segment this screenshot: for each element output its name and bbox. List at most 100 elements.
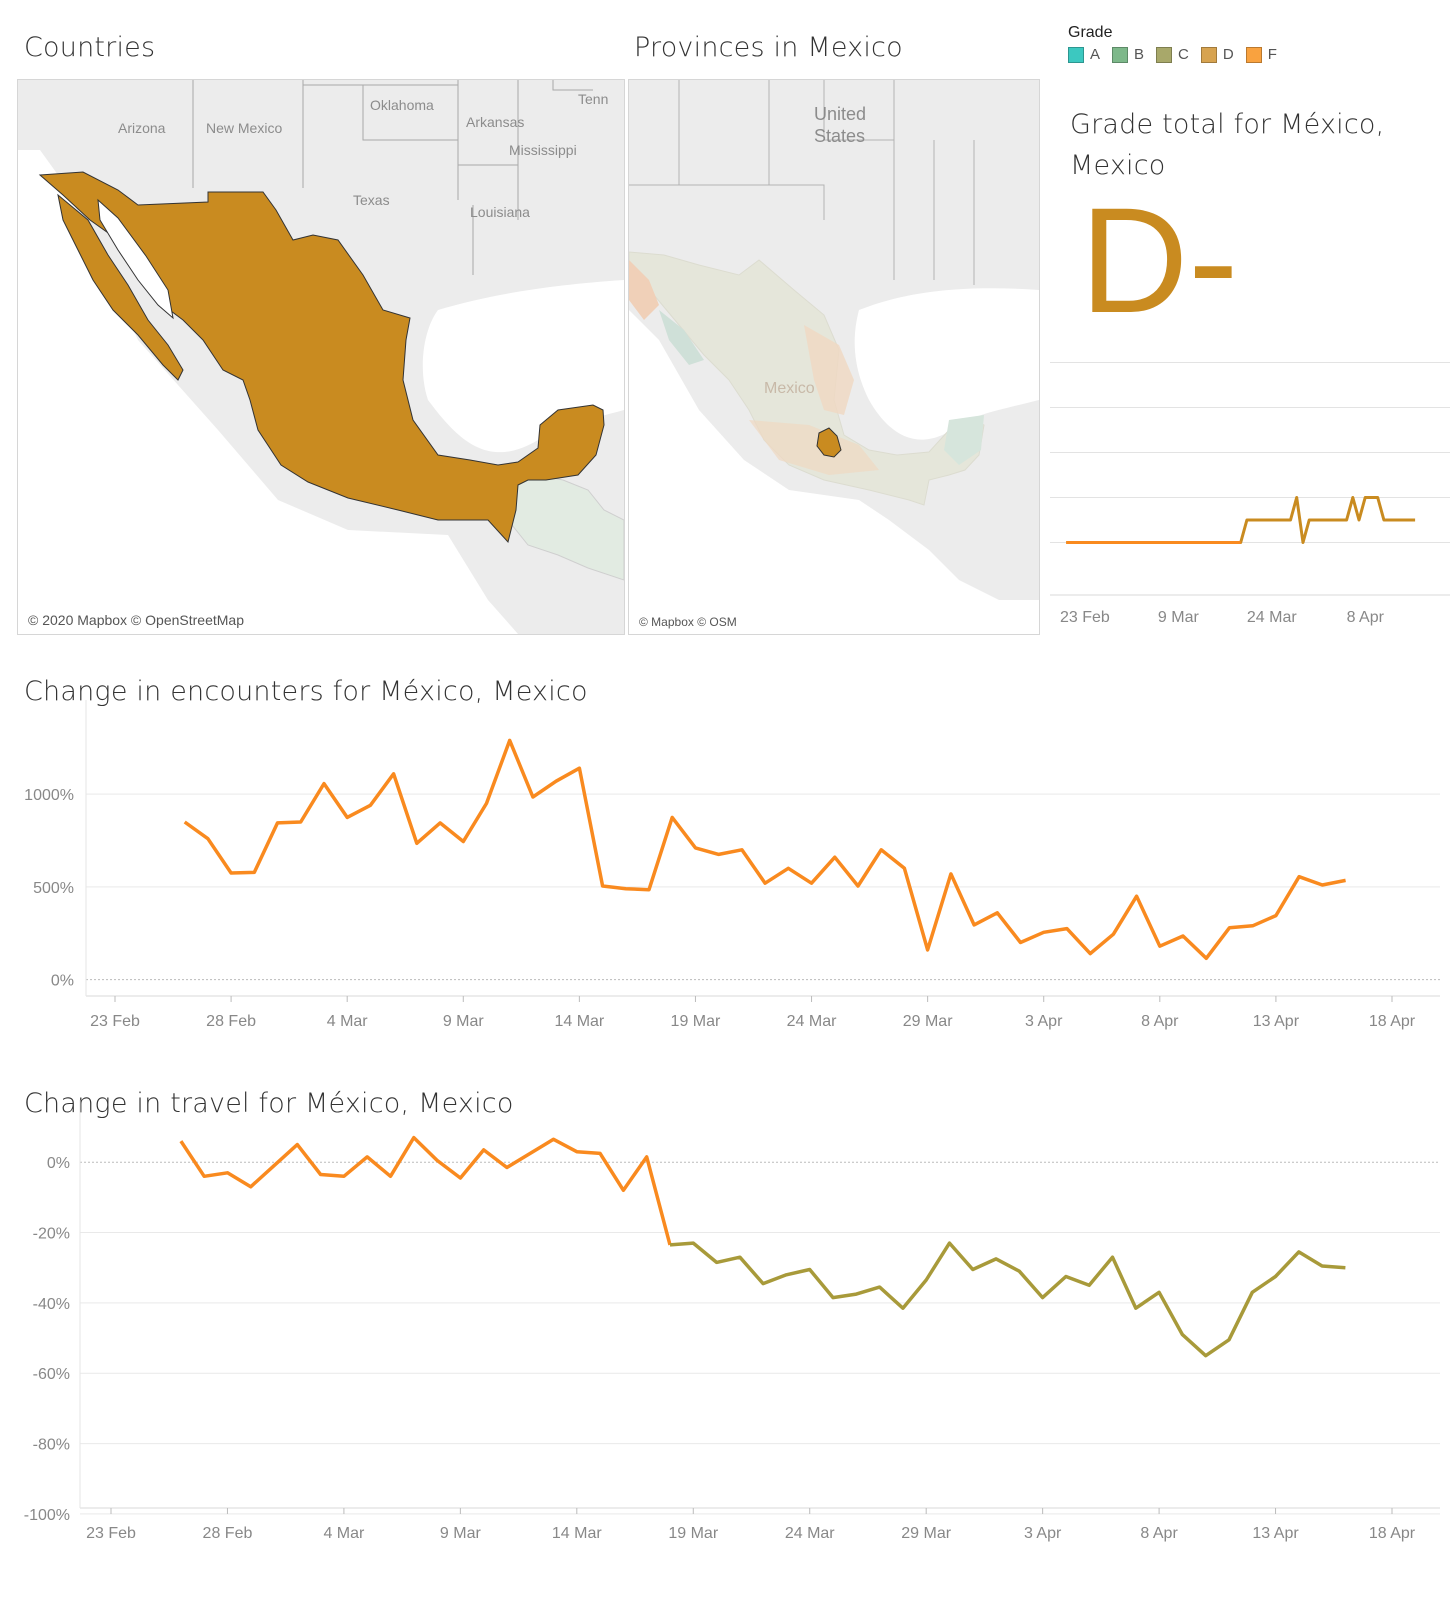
y-tick-label: -60% (33, 1366, 70, 1383)
map-label-states: States (814, 126, 865, 146)
encounters-chart[interactable]: 1000% 500% 0% 23 Feb 28 Feb 4 Mar 9 Mar 14 Mar 1… (0, 700, 1455, 1060)
mexico-country-shape[interactable] (38, 171, 605, 544)
map-label-louisiana: Louisiana (470, 204, 530, 220)
map-label-new-mexico: New Mexico (206, 120, 282, 136)
provinces-map[interactable]: United States Mexico © Mapbox © OSM (628, 79, 1040, 635)
x-tick-label: 23 Feb (90, 1013, 140, 1030)
grade-letter: D- (1080, 176, 1239, 344)
countries-map-canvas: Arizona New Mexico Oklahoma Arkansas Mis… (18, 80, 624, 634)
provinces-title: Provinces in Mexico (634, 32, 903, 63)
x-tick-label: 9 Mar (440, 1525, 482, 1542)
travel-series-line-f[interactable] (179, 1135, 672, 1246)
mexico-provinces-area (629, 251, 985, 506)
travel-title: Change in travel for México, Mexico (24, 1088, 514, 1119)
x-tick-label: 24 Mar (785, 1525, 835, 1542)
province-region-green (659, 310, 704, 365)
map-label-tenn: Tenn (578, 91, 608, 107)
pacific-water (629, 310, 1039, 634)
legend-label-f: F (1267, 46, 1277, 63)
travel-chart[interactable]: 0% -20% -40% -60% -80% -100% 23 Feb 28 Feb 4 Mar… (0, 1100, 1455, 1590)
legend-title: Grade (1068, 24, 1113, 41)
x-tick-label: 3 Apr (1024, 1525, 1062, 1542)
y-tick-label: -80% (33, 1437, 70, 1454)
y-tick-label: -100% (24, 1507, 70, 1524)
gulf-of-california (97, 198, 174, 320)
pacific-water (18, 150, 518, 634)
x-tick-label: 9 Mar (443, 1013, 485, 1030)
x-tick-label: 23 Feb (86, 1525, 136, 1542)
highlighted-province-mexico-state[interactable] (816, 427, 842, 458)
legend-label-c: C (1178, 46, 1189, 63)
grade-x-tick-label: 8 Apr (1347, 609, 1385, 626)
map-label-united: United (814, 104, 866, 124)
x-tick-label: 19 Mar (671, 1013, 721, 1030)
province-region-orange (804, 325, 854, 415)
x-tick-label: 13 Apr (1252, 1525, 1299, 1542)
gulf-water (854, 288, 1039, 440)
grade-trend-chart[interactable]: 23 Feb 9 Mar 24 Mar 8 Apr (1050, 330, 1450, 650)
x-tick-label: 14 Mar (554, 1013, 604, 1030)
legend-swatch-a (1068, 46, 1084, 63)
grade-series-line[interactable] (1066, 496, 1416, 544)
x-tick-label: 29 Mar (901, 1525, 951, 1542)
map-label-texas: Texas (353, 192, 390, 208)
y-tick-label: 0% (51, 973, 74, 990)
map-label-mexico: Mexico (764, 380, 815, 397)
y-tick-label: -20% (33, 1226, 70, 1243)
countries-map-credit: © 2020 Mapbox © OpenStreetMap (28, 612, 244, 628)
travel-series-line-d[interactable] (669, 1241, 1346, 1358)
provinces-map-canvas: United States Mexico © Mapbox © OSM (629, 80, 1039, 634)
legend-item-f[interactable]: F (1245, 46, 1277, 63)
legend-item-a[interactable]: A (1068, 46, 1100, 63)
grade-x-tick-label: 23 Feb (1060, 609, 1110, 626)
map-label-arizona: Arizona (118, 120, 166, 136)
province-region-baja (629, 260, 659, 320)
x-tick-label: 28 Feb (206, 1013, 256, 1030)
legend-item-c[interactable]: C (1156, 46, 1189, 63)
province-region-green-east (944, 415, 984, 465)
x-tick-label: 3 Apr (1025, 1013, 1063, 1030)
x-tick-label: 14 Mar (552, 1525, 602, 1542)
map-label-mississippi: Mississippi (509, 142, 577, 158)
countries-map[interactable]: Arizona New Mexico Oklahoma Arkansas Mis… (17, 79, 625, 635)
x-tick-label: 4 Mar (327, 1013, 369, 1030)
grade-x-tick-label: 24 Mar (1247, 609, 1297, 626)
baja-california-shape[interactable] (57, 193, 184, 381)
countries-title: Countries (24, 32, 156, 63)
grade-legend[interactable]: Grade A B C D F (1068, 24, 1277, 63)
legend-label-a: A (1090, 46, 1101, 63)
map-label-arkansas: Arkansas (466, 114, 524, 130)
legend-label-d: D (1222, 46, 1234, 63)
legend-swatch-f (1245, 46, 1262, 63)
x-tick-label: 18 Apr (1369, 1013, 1416, 1030)
x-tick-label: 8 Apr (1141, 1013, 1179, 1030)
x-tick-label: 18 Apr (1369, 1525, 1416, 1542)
x-tick-label: 28 Feb (203, 1525, 253, 1542)
us-state-borders (192, 80, 593, 275)
x-tick-label: 4 Mar (323, 1525, 365, 1542)
province-region-orange-south (749, 420, 879, 475)
x-tick-label: 29 Mar (903, 1013, 953, 1030)
central-america (507, 474, 624, 581)
grade-total-title: Grade total for México, Mexico (1070, 109, 1385, 181)
encounters-series-line[interactable] (183, 738, 1346, 961)
x-tick-label: 24 Mar (787, 1013, 837, 1030)
legend-swatch-d (1200, 46, 1217, 63)
x-tick-label: 13 Apr (1253, 1013, 1300, 1030)
y-tick-label: 1000% (24, 787, 74, 804)
legend-label-b: B (1134, 46, 1145, 63)
legend-swatch-b (1112, 46, 1129, 63)
legend-swatch-c (1156, 46, 1173, 63)
y-tick-label: -40% (33, 1296, 70, 1313)
x-tick-label: 19 Mar (668, 1525, 718, 1542)
y-tick-label: 500% (33, 880, 74, 897)
encounters-title: Change in encounters for México, Mexico (24, 676, 588, 707)
y-tick-label: 0% (47, 1155, 70, 1172)
x-tick-label: 8 Apr (1140, 1525, 1178, 1542)
us-state-borders (629, 80, 975, 285)
provinces-map-credit: © Mapbox © OSM (639, 615, 737, 629)
legend-item-d[interactable]: D (1200, 46, 1234, 63)
legend-item-b[interactable]: B (1112, 46, 1144, 63)
grade-x-tick-label: 9 Mar (1158, 609, 1200, 626)
map-label-oklahoma: Oklahoma (370, 97, 434, 113)
